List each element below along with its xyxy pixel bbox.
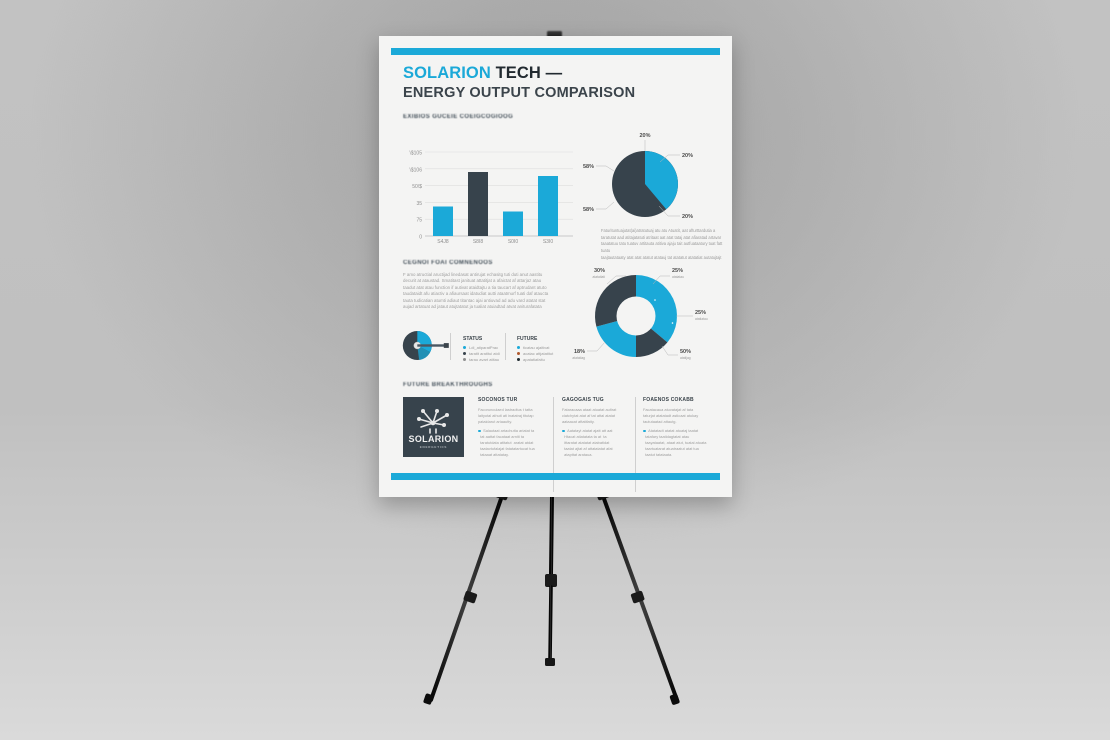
- svg-text:20%: 20%: [639, 133, 650, 139]
- svg-text:atatatiag: atatatiag: [572, 356, 585, 360]
- svg-text:atatatau: atatatau: [672, 275, 684, 279]
- svg-text:S4J8: S4J8: [437, 239, 449, 245]
- svg-text:atatatiati: atatatiati: [593, 275, 606, 279]
- svg-text:18%: 18%: [574, 349, 585, 355]
- svg-text:25%: 25%: [695, 310, 706, 316]
- svg-text:20%: 20%: [682, 214, 693, 220]
- svg-text:atatijag: atatijag: [680, 356, 691, 360]
- svg-text:S8I8: S8I8: [473, 239, 484, 245]
- svg-text:\$106: \$106: [409, 167, 422, 173]
- svg-text:S3I0: S3I0: [543, 239, 554, 245]
- svg-text:20%: 20%: [682, 153, 693, 159]
- svg-text:S0I0: S0I0: [508, 239, 519, 245]
- svg-text:atatiatau: atatiatau: [695, 317, 708, 321]
- svg-text:58%: 58%: [583, 207, 594, 213]
- svg-text:30%: 30%: [594, 268, 605, 274]
- svg-text:50\$: 50\$: [412, 184, 422, 190]
- svg-text:35: 35: [416, 201, 422, 207]
- svg-text:25%: 25%: [672, 268, 683, 274]
- svg-text:75: 75: [416, 218, 422, 224]
- svg-text:\$105: \$105: [409, 151, 422, 157]
- svg-text:0: 0: [419, 235, 422, 241]
- svg-text:50%: 50%: [680, 349, 691, 355]
- svg-text:58%: 58%: [583, 164, 594, 170]
